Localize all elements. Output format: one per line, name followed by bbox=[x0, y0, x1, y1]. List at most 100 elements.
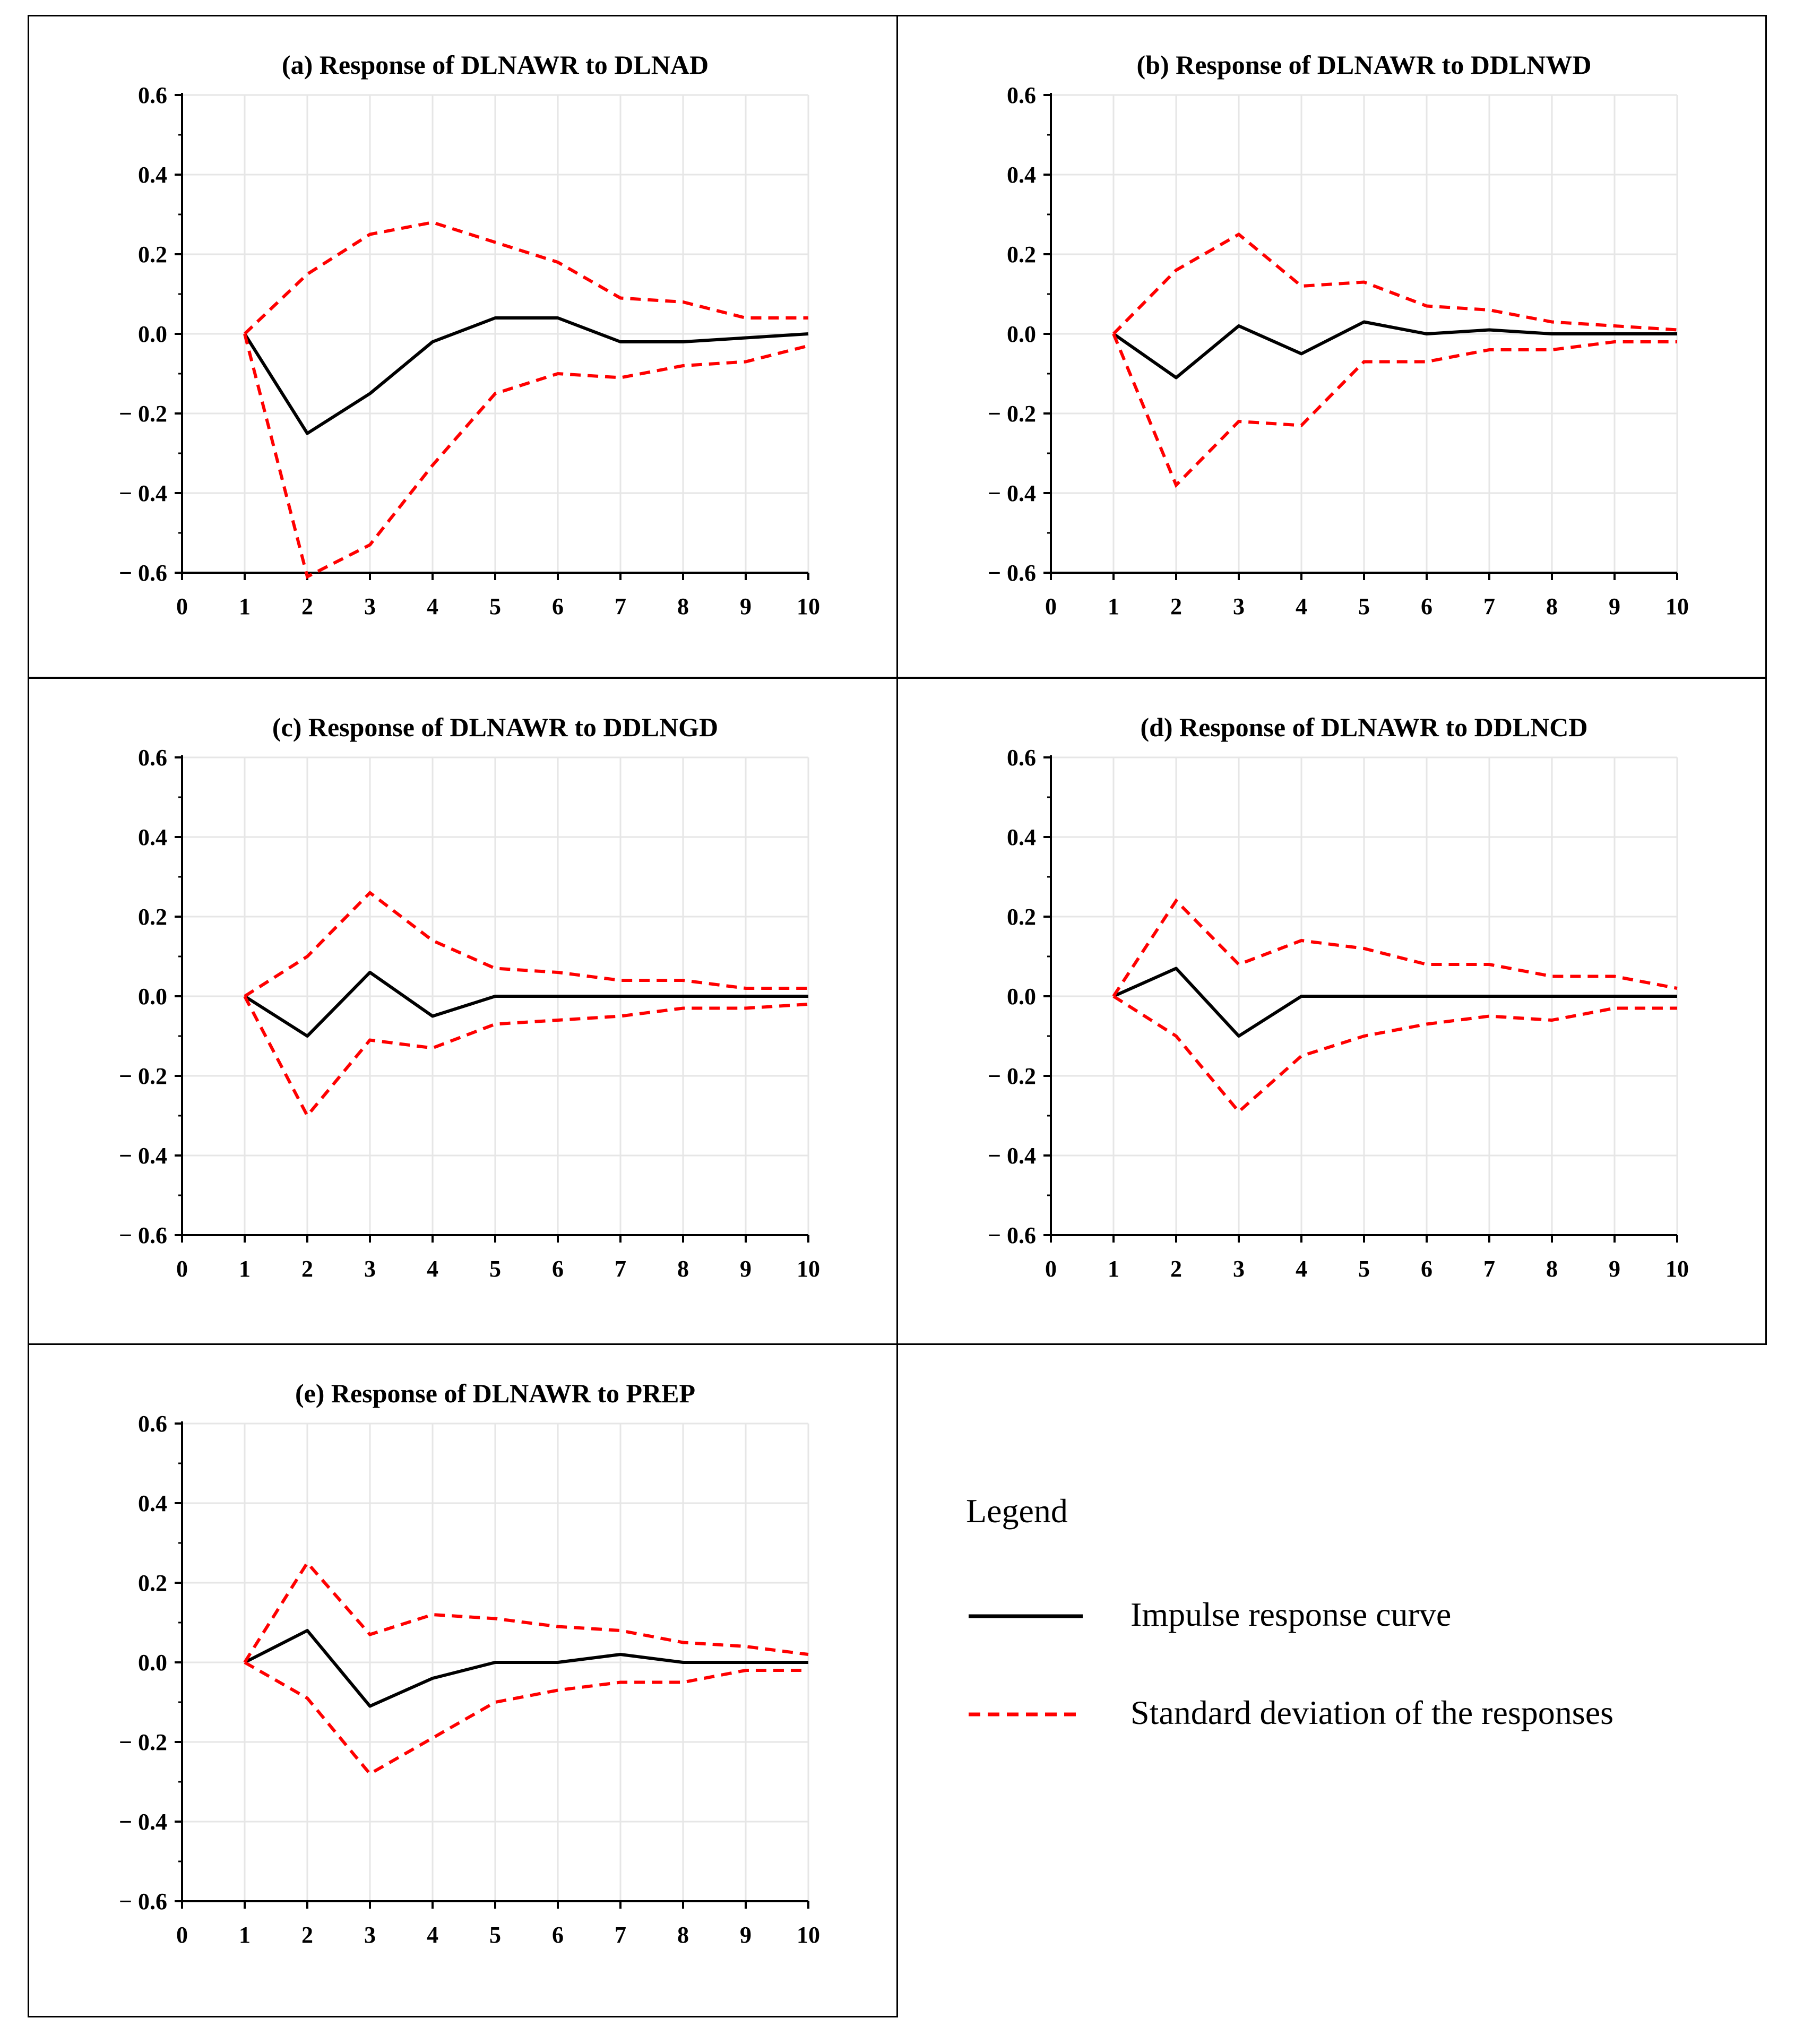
upper-std-line bbox=[244, 891, 808, 998]
x-tick-label: 5 bbox=[489, 1922, 501, 1948]
x-tick-label: 2 bbox=[301, 1922, 313, 1948]
x-tick-label: 5 bbox=[1358, 1256, 1370, 1282]
y-tick-label: 0.0 bbox=[138, 984, 167, 1010]
x-tick-label: 2 bbox=[1170, 593, 1182, 619]
x-tick-label: 7 bbox=[1483, 1256, 1495, 1282]
y-tick-label: 0.6 bbox=[138, 745, 167, 771]
x-tick-label: 2 bbox=[1170, 1256, 1182, 1282]
x-tick-label: 3 bbox=[364, 1922, 376, 1948]
x-tick-label: 3 bbox=[364, 593, 376, 619]
x-tick-label: 4 bbox=[1296, 593, 1307, 619]
x-tick-label: 8 bbox=[677, 1256, 689, 1282]
y-tick-label: 0.2 bbox=[138, 242, 167, 268]
panel-b: (b) Response of DLNAWR to DDLNWD 0.6 0.4 0.… bbox=[896, 15, 1767, 678]
x-tick-label: 10 bbox=[1665, 1256, 1689, 1282]
chart-a: (a) Response of DLNAWR to DLNAD 0.6 0.4 0.2… bbox=[119, 50, 820, 619]
y-tick-label: − 0.4 bbox=[119, 1809, 167, 1835]
lower-std-line bbox=[244, 1661, 808, 1776]
y-tick-label: 0.2 bbox=[1007, 242, 1036, 268]
impulse-line bbox=[1112, 967, 1677, 1038]
y-tick-label: − 0.4 bbox=[119, 1143, 167, 1169]
x-tick-label: 1 bbox=[239, 1922, 251, 1948]
x-tick-label: 6 bbox=[1421, 1256, 1432, 1282]
x-tick-label: 1 bbox=[1108, 1256, 1119, 1282]
y-tick-label: − 0.2 bbox=[119, 401, 167, 427]
y-tick-label: 0.4 bbox=[1007, 162, 1036, 188]
lower-std-line bbox=[243, 333, 809, 579]
chart-d: (d) Response of DLNAWR to DDLNCD 0.6 0.4 0.… bbox=[988, 712, 1689, 1282]
x-tick-label: 9 bbox=[740, 593, 752, 619]
y-tick-label: − 0.6 bbox=[988, 560, 1036, 586]
y-tick-label: 0.4 bbox=[1007, 824, 1036, 850]
x-tick-label: 0 bbox=[176, 1922, 188, 1948]
y-tick-label: 0.4 bbox=[138, 824, 167, 850]
y-tick-label: 0.6 bbox=[138, 1411, 167, 1437]
x-tick-label: 1 bbox=[1108, 593, 1119, 619]
y-tick-label: − 0.2 bbox=[988, 1063, 1036, 1089]
legend-item-std: Standard deviation of the responses bbox=[966, 1693, 1762, 1741]
x-tick-label: 4 bbox=[427, 1922, 438, 1948]
legend-label-std: Standard deviation of the responses bbox=[1130, 1694, 1613, 1731]
x-tick-label: 10 bbox=[797, 593, 820, 619]
impulse-line bbox=[244, 1629, 808, 1708]
x-tick-label: 9 bbox=[740, 1256, 752, 1282]
y-tick-label: − 0.2 bbox=[119, 1729, 167, 1755]
impulse-line bbox=[243, 316, 809, 435]
y-tick-label: − 0.2 bbox=[119, 1063, 167, 1089]
x-tick-label: 3 bbox=[364, 1256, 376, 1282]
x-tick-label: 2 bbox=[301, 1256, 313, 1282]
chart-title: (e) Response of DLNAWR to PREP bbox=[295, 1378, 695, 1408]
y-tick-label: − 0.2 bbox=[988, 401, 1036, 427]
y-tick-label: 0.6 bbox=[138, 82, 167, 108]
upper-std-line bbox=[1112, 232, 1678, 335]
x-tick-label: 10 bbox=[797, 1256, 820, 1282]
chart-e: (e) Response of DLNAWR to PREP 0.6 0.4 0.2 0… bbox=[119, 1378, 820, 1948]
y-tick-label: 0.2 bbox=[138, 1570, 167, 1596]
x-tick-label: 6 bbox=[1421, 593, 1432, 619]
x-tick-label: 4 bbox=[427, 593, 438, 619]
y-tick-label: 0.4 bbox=[138, 1490, 167, 1516]
x-tick-label: 0 bbox=[176, 593, 188, 619]
legend-label-impulse: Impulse response curve bbox=[1130, 1595, 1452, 1633]
x-tick-label: 8 bbox=[677, 1922, 689, 1948]
x-tick-label: 9 bbox=[1609, 593, 1620, 619]
upper-std-line bbox=[1112, 898, 1678, 997]
x-tick-label: 7 bbox=[615, 593, 626, 619]
y-tick-label: 0.0 bbox=[138, 321, 167, 347]
legend: Legend Impulse response curve Standard d… bbox=[966, 1491, 1762, 1757]
chart-title: (d) Response of DLNAWR to DDLNCD bbox=[1140, 712, 1587, 742]
y-tick-label: 0.2 bbox=[138, 904, 167, 930]
y-tick-label: − 0.4 bbox=[119, 480, 167, 506]
x-tick-label: 8 bbox=[1546, 593, 1558, 619]
chart-b: (b) Response of DLNAWR to DDLNWD 0.6 0.4 0.… bbox=[988, 50, 1689, 619]
x-tick-label: 9 bbox=[740, 1922, 752, 1948]
y-tick-label: − 0.4 bbox=[988, 480, 1036, 506]
chart-title: (b) Response of DLNAWR to DDLNWD bbox=[1137, 50, 1592, 80]
x-tick-label: 8 bbox=[1546, 1256, 1558, 1282]
impulse-line bbox=[244, 971, 808, 1038]
legend-item-impulse: Impulse response curve bbox=[966, 1595, 1762, 1643]
y-tick-label: 0.4 bbox=[138, 162, 167, 188]
impulse-line bbox=[1112, 320, 1677, 380]
x-tick-label: 7 bbox=[615, 1922, 626, 1948]
panel-e: (e) Response of DLNAWR to PREP 0.6 0.4 0.2 0… bbox=[28, 1343, 898, 2017]
x-tick-label: 7 bbox=[615, 1256, 626, 1282]
panel-d: (d) Response of DLNAWR to DDLNCD 0.6 0.4 0.… bbox=[896, 677, 1767, 1345]
x-tick-label: 6 bbox=[552, 1256, 564, 1282]
y-tick-label: − 0.6 bbox=[119, 1222, 167, 1248]
y-tick-label: − 0.6 bbox=[988, 1222, 1036, 1248]
x-tick-label: 5 bbox=[489, 593, 501, 619]
x-tick-label: 7 bbox=[1483, 593, 1495, 619]
x-tick-label: 1 bbox=[239, 1256, 251, 1282]
chart-c: (c) Response of DLNAWR to DDLNGD 0.6 0.4 0.… bbox=[119, 712, 820, 1282]
y-tick-label: 0.6 bbox=[1007, 745, 1036, 771]
x-tick-label: 0 bbox=[1045, 1256, 1057, 1282]
x-tick-label: 5 bbox=[489, 1256, 501, 1282]
upper-std-line bbox=[243, 220, 808, 335]
x-tick-label: 8 bbox=[677, 593, 689, 619]
chart-title: (c) Response of DLNAWR to DDLNGD bbox=[272, 712, 718, 742]
y-tick-label: 0.2 bbox=[1007, 904, 1036, 930]
x-tick-label: 10 bbox=[797, 1922, 820, 1948]
y-tick-label: − 0.6 bbox=[119, 560, 167, 586]
panel-a: (a) Response of DLNAWR to DLNAD 0.6 0.4 0.2… bbox=[28, 15, 898, 678]
